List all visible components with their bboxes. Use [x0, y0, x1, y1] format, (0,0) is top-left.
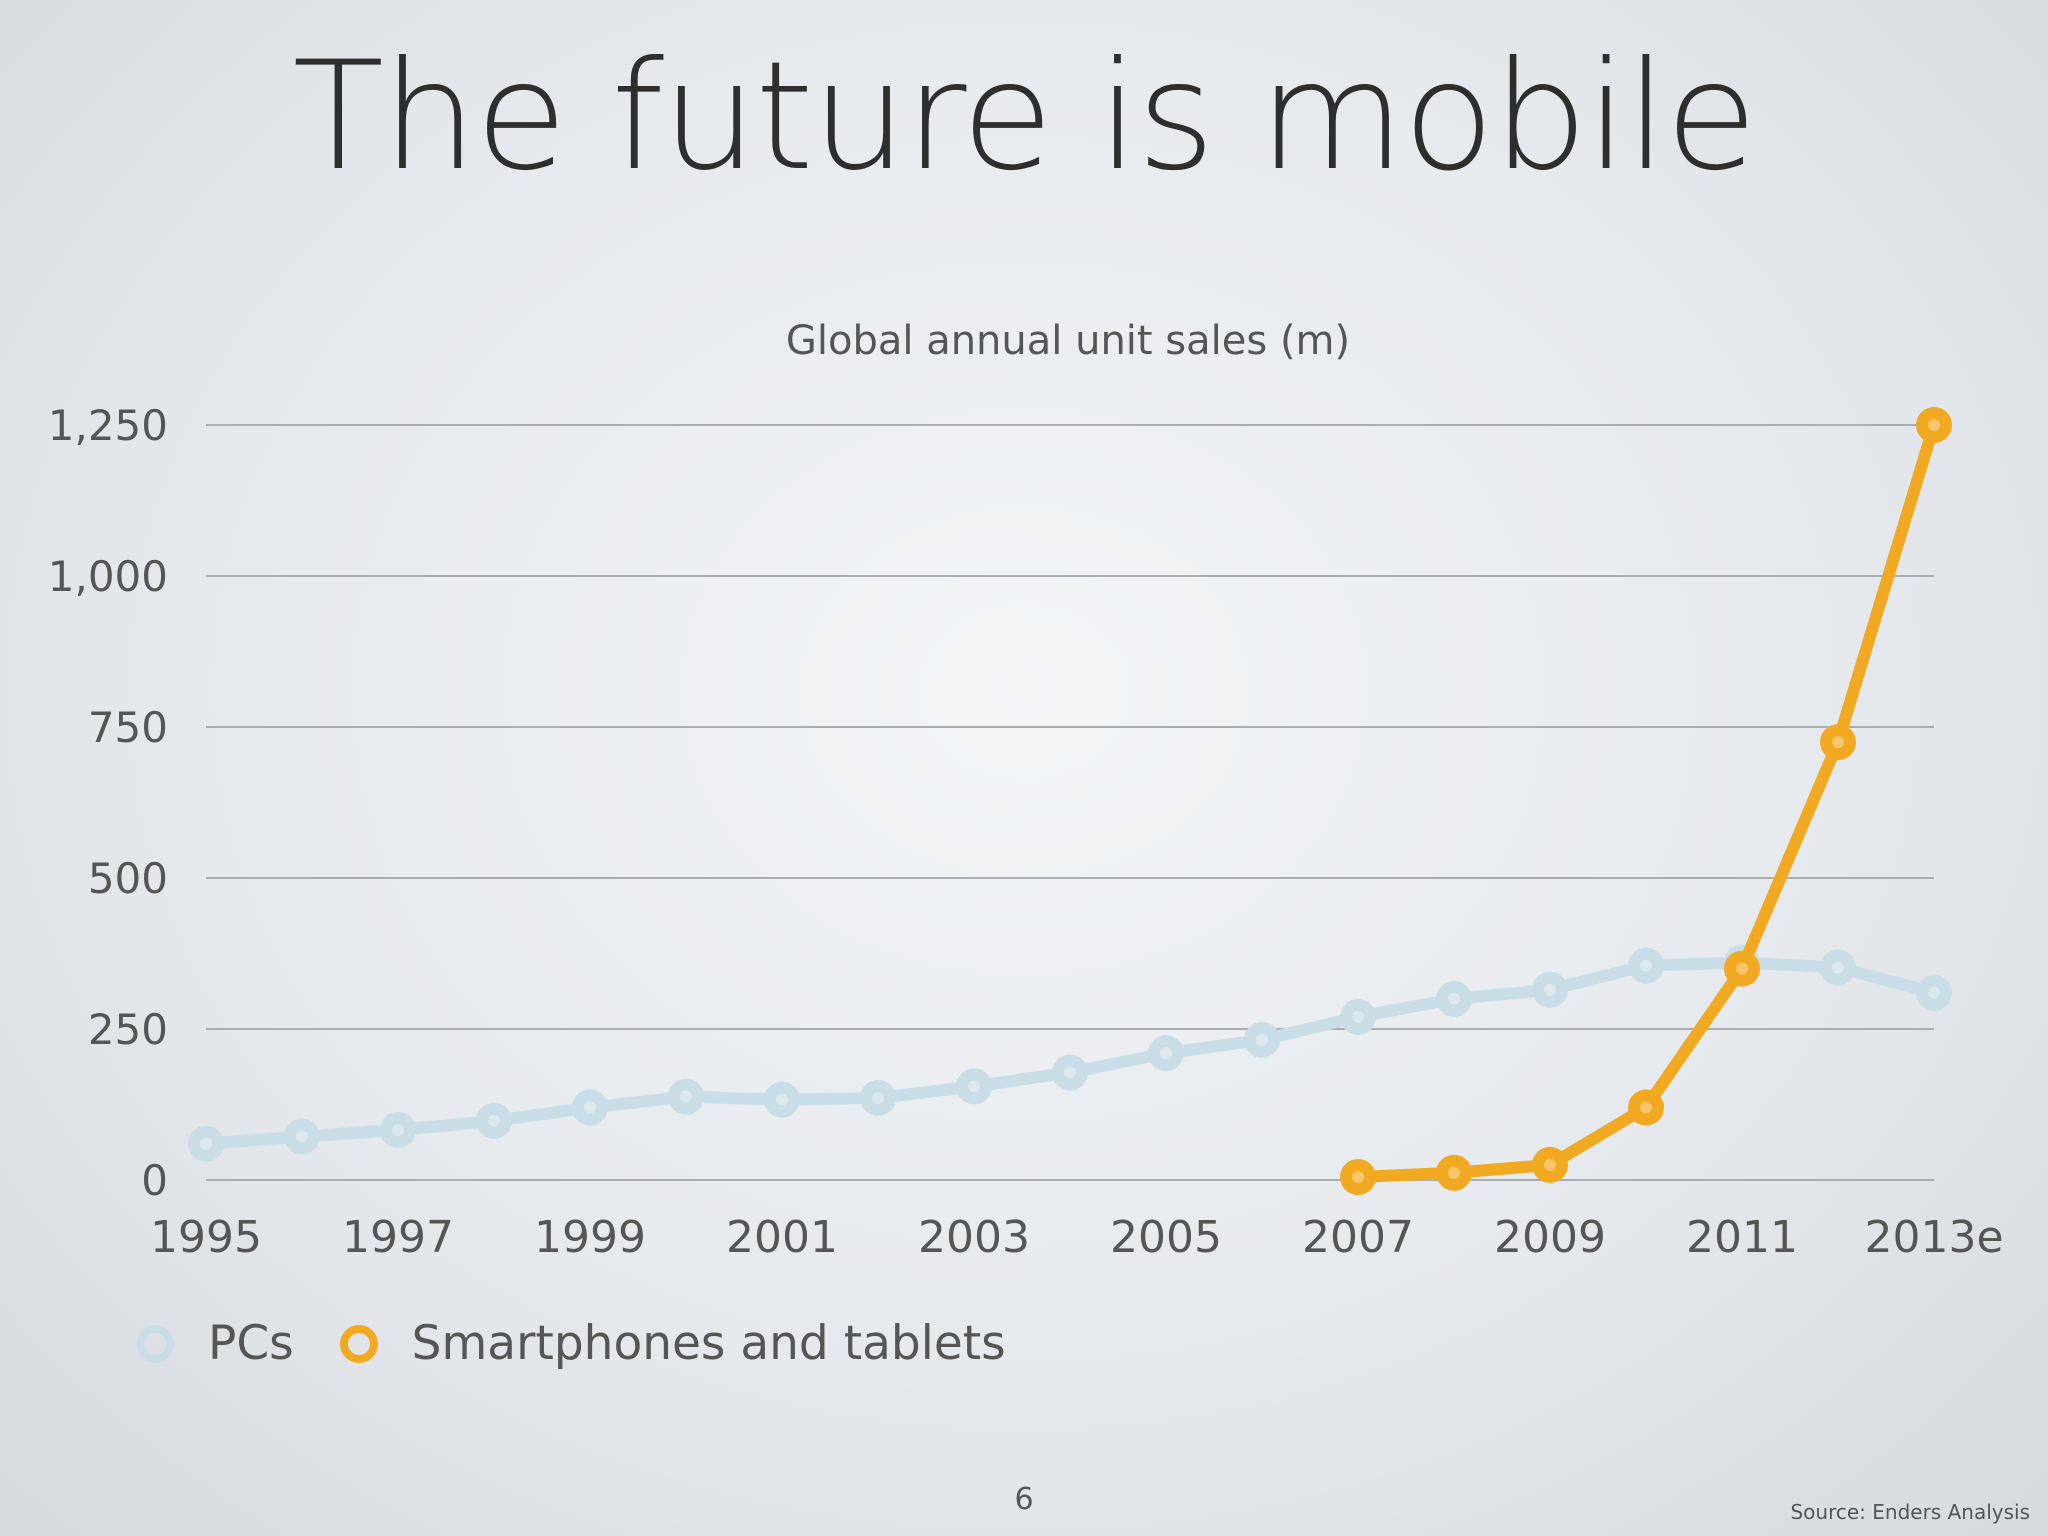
legend-label-smartphones-tablets: Smartphones and tablets — [411, 1316, 1006, 1371]
data-point-center — [584, 1101, 596, 1114]
data-point-center — [872, 1091, 884, 1104]
series-line-0 — [200, 956, 1940, 1150]
y-axis-tick-labels: 0 250 500 750 1,000 1,250 — [48, 401, 168, 1205]
legend-label-pcs: PCs — [208, 1316, 294, 1371]
series-line-1 — [1352, 419, 1940, 1183]
x-tick-label: 1999 — [534, 1212, 646, 1263]
data-point-center — [1160, 1047, 1172, 1060]
data-point-center — [1928, 419, 1940, 431]
x-axis-tick-labels: 1995 1997 1999 2001 2003 2005 2007 2009 2011 2013… — [150, 1212, 2004, 1263]
y-tick-label: 1,000 — [48, 552, 168, 601]
legend-item-pcs: PCs — [136, 1316, 294, 1371]
data-point-center — [776, 1093, 788, 1106]
slide-title: The future is mobile — [292, 30, 1757, 204]
data-point-center — [1832, 736, 1844, 749]
data-point-center — [1448, 1166, 1460, 1179]
x-tick-label: 2001 — [726, 1212, 838, 1263]
data-point-center — [1544, 1158, 1556, 1171]
data-point-center — [680, 1090, 692, 1103]
x-tick-label: 2011 — [1686, 1212, 1798, 1263]
y-tick-label: 750 — [88, 703, 168, 752]
data-point-center — [200, 1137, 212, 1150]
x-tick-label: 2005 — [1110, 1212, 1222, 1263]
data-point-center — [1448, 992, 1460, 1005]
source-note: Source: Enders Analysis — [1790, 1500, 2030, 1524]
legend-marker-pcs — [136, 1324, 174, 1363]
data-point-center — [1832, 961, 1844, 974]
series-0 — [188, 944, 1952, 1162]
x-tick-label: 2003 — [918, 1212, 1030, 1263]
x-tick-label: 1997 — [342, 1212, 454, 1263]
y-tick-label: 500 — [88, 854, 168, 903]
legend: PCs Smartphones and tablets — [136, 1316, 1052, 1371]
data-point-center — [968, 1080, 980, 1093]
x-tick-label: 2007 — [1302, 1212, 1414, 1263]
data-point-center — [1352, 1010, 1364, 1023]
data-point-center — [1640, 1101, 1652, 1114]
series-layer — [188, 407, 1952, 1195]
x-tick-label: 2013e — [1864, 1212, 2003, 1263]
data-point-center — [1064, 1066, 1076, 1079]
legend-item-smartphones-tablets: Smartphones and tablets — [339, 1316, 1006, 1371]
y-tick-label: 250 — [88, 1005, 168, 1054]
data-point-center — [1640, 959, 1652, 972]
page-number: 6 — [1014, 1482, 1034, 1517]
data-point-center — [488, 1114, 500, 1127]
chart-title: Global annual unit sales (m) — [786, 318, 1350, 364]
data-point-center — [1736, 962, 1748, 975]
legend-marker-smartphones-tablets — [339, 1324, 378, 1363]
data-point-center — [1544, 983, 1556, 996]
data-point-center — [296, 1130, 308, 1143]
y-tick-label: 0 — [141, 1156, 168, 1205]
y-tick-label: 1,250 — [48, 401, 168, 450]
data-point-center — [1352, 1170, 1364, 1183]
gridlines — [206, 424, 1934, 1181]
x-tick-label: 1995 — [150, 1212, 262, 1263]
series-1 — [1340, 407, 1952, 1195]
x-tick-label: 2009 — [1494, 1212, 1606, 1263]
data-point-center — [1256, 1033, 1268, 1046]
data-point-center — [392, 1123, 404, 1136]
data-point-center — [1928, 986, 1940, 999]
